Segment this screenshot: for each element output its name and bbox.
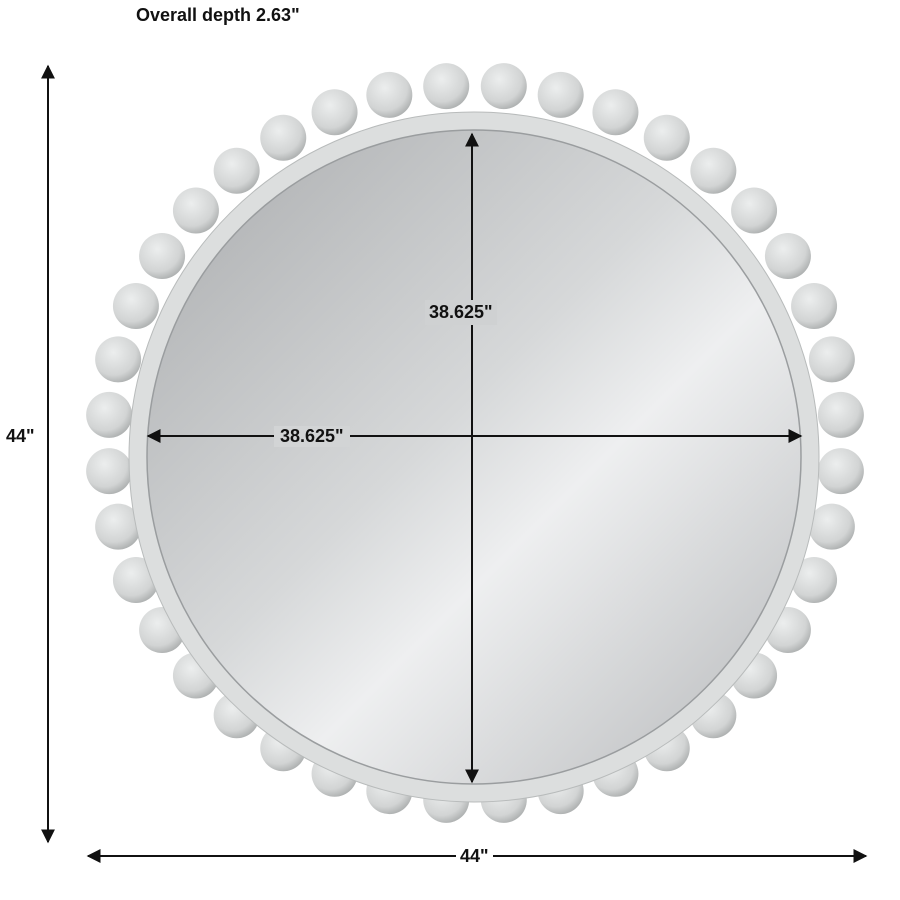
decorative-ball	[86, 391, 133, 438]
decorative-ball	[791, 282, 838, 329]
decorative-ball	[95, 503, 142, 550]
decorative-ball	[366, 71, 413, 118]
decorative-ball	[643, 114, 690, 161]
decorative-ball	[817, 391, 864, 438]
decorative-ball	[537, 71, 584, 118]
overall-width-label: 44"	[456, 846, 493, 867]
decorative-ball	[731, 187, 778, 234]
decorative-ball	[172, 187, 219, 234]
decorative-ball	[817, 448, 864, 495]
decorative-ball	[423, 63, 470, 110]
decorative-ball	[260, 114, 307, 161]
decorative-ball	[690, 147, 737, 194]
decorative-ball	[592, 89, 639, 136]
decorative-ball	[311, 89, 358, 136]
decorative-ball	[112, 282, 159, 329]
decorative-ball	[808, 503, 855, 550]
mirror-height-label: 38.625"	[425, 300, 497, 325]
decorative-ball	[808, 336, 855, 383]
decorative-ball	[764, 232, 811, 279]
decorative-ball	[480, 63, 527, 110]
decorative-ball	[95, 336, 142, 383]
decorative-ball	[86, 448, 133, 495]
decorative-ball	[213, 147, 260, 194]
mirror-width-label: 38.625"	[274, 426, 350, 447]
decorative-ball	[791, 557, 838, 604]
overall-depth-label: Overall depth 2.63"	[136, 5, 300, 25]
mirror-glass	[146, 129, 802, 785]
overall-height-label: 44"	[4, 426, 37, 447]
decorative-ball	[139, 232, 186, 279]
